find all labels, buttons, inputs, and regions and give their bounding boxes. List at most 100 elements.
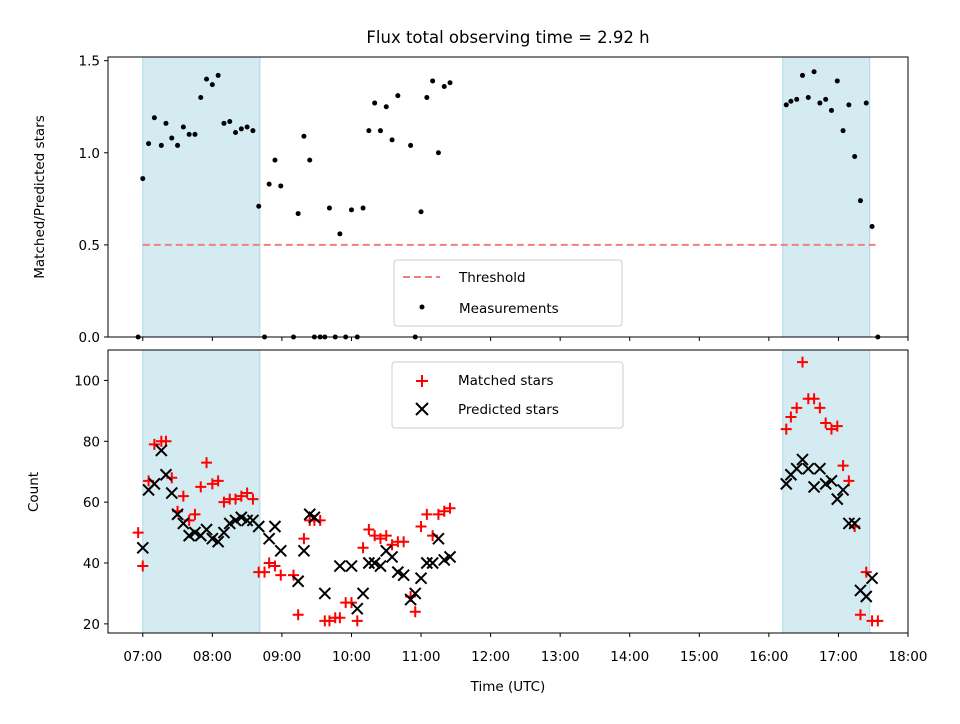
predicted-star-point	[268, 520, 282, 533]
matched-star-point	[386, 539, 398, 551]
predicted-star-point	[819, 477, 832, 491]
measurement-point	[857, 198, 863, 204]
matched-star-point	[843, 475, 855, 487]
predicted-star-point	[229, 514, 242, 527]
matched-star-point	[363, 524, 375, 536]
measurement-point	[163, 120, 169, 126]
bottom-legend-box	[391, 361, 624, 429]
x-tick-label: 11:00	[402, 649, 441, 665]
matched-star-point	[791, 402, 803, 414]
matched-star-point	[323, 615, 335, 627]
matched-star-point	[438, 505, 450, 517]
predicted-star-point	[188, 526, 202, 539]
matched-star-point	[230, 493, 242, 505]
matched-star-point	[415, 520, 427, 532]
matched-star-point	[831, 420, 843, 432]
matched-star-point	[206, 478, 218, 490]
top-xticks	[142, 337, 909, 341]
measurement-point	[383, 104, 389, 110]
measurement-point	[256, 203, 262, 209]
legend-predicted-label: Predicted stars	[458, 402, 559, 418]
measurement-point	[151, 115, 157, 121]
legend-measurements-label: Measurements	[459, 301, 559, 317]
predicted-star-point	[420, 556, 434, 570]
predicted-star-point	[414, 572, 428, 585]
x-tick-label: 08:00	[193, 649, 232, 665]
measurement-point	[227, 118, 233, 124]
measurement-point	[204, 76, 210, 82]
measurement-point	[430, 78, 436, 84]
measurement-point	[783, 102, 789, 108]
measurement-point	[817, 100, 823, 106]
predicted-star-point	[345, 559, 358, 573]
predicted-star-point	[374, 559, 387, 573]
measurement-point	[233, 130, 239, 136]
matched-star-point	[334, 612, 346, 624]
y-tick-label: 80	[83, 434, 100, 450]
predicted-star-point	[223, 517, 236, 530]
measurement-point	[266, 181, 272, 187]
matched-star-point	[137, 560, 149, 572]
predicted-star-point	[362, 556, 376, 570]
predicted-star-point	[165, 486, 178, 500]
measurement-point	[146, 141, 152, 147]
predicted-star-point	[252, 520, 265, 533]
measurement-point	[186, 131, 192, 137]
predicted-star-point	[432, 532, 445, 545]
matched-star-point	[398, 536, 410, 548]
predicted-star-point	[171, 508, 184, 521]
predicted-star-point	[200, 523, 213, 536]
measurement-point	[372, 100, 378, 106]
measurement-point	[823, 96, 829, 102]
matched-star-point	[380, 530, 392, 542]
measurement-point	[788, 98, 794, 104]
matched-star-point	[241, 487, 253, 499]
y-tick-label: 20	[83, 617, 100, 633]
matched-star-point	[814, 402, 826, 414]
measurement-point	[366, 128, 372, 134]
predicted-star-point	[235, 511, 248, 524]
x-tick-label: 12:00	[471, 649, 510, 665]
measurement-point	[307, 157, 313, 163]
measurement-point	[828, 107, 834, 113]
legend-measurements-swatch	[419, 304, 425, 310]
measurement-point	[447, 80, 453, 86]
top-points	[135, 69, 881, 340]
measurement-point	[799, 72, 805, 78]
legend-matched-swatch	[416, 375, 428, 387]
measurement-point	[215, 72, 221, 78]
measurement-point	[869, 223, 875, 229]
legend-threshold-label: Threshold	[458, 270, 526, 286]
x-tick-label: 10:00	[332, 649, 371, 665]
predicted-star-point	[813, 462, 827, 475]
predicted-star-point	[825, 474, 838, 488]
top-axes-frame	[107, 56, 909, 338]
predicted-star-point	[351, 602, 364, 615]
predicted-star-point	[865, 572, 879, 585]
measurement-point	[198, 95, 204, 101]
predicted-star-point	[291, 575, 305, 588]
predicted-star-point	[177, 517, 190, 530]
measurement-point	[337, 231, 343, 237]
chart-title: Flux total observing time = 2.92 h	[366, 28, 649, 47]
matched-star-point	[808, 393, 820, 405]
matched-star-point	[872, 615, 884, 627]
highlight-span	[142, 56, 261, 338]
x-tick-label: 18:00	[889, 649, 928, 665]
predicted-star-point	[391, 565, 405, 579]
predicted-star-point	[443, 550, 457, 564]
x-tick-label: 17:00	[819, 649, 858, 665]
predicted-star-point	[860, 590, 873, 603]
x-tick-label: 14:00	[610, 649, 649, 665]
predicted-star-point	[136, 541, 149, 555]
predicted-star-point	[368, 556, 381, 570]
measurement-point	[295, 211, 301, 217]
matched-star-point	[820, 417, 832, 429]
measurement-point	[811, 69, 817, 75]
predicted-star-point	[274, 544, 287, 558]
matched-star-point	[837, 460, 849, 472]
x-tick-label: 16:00	[749, 649, 788, 665]
top-yticks: 0.0 0.5 1.0 1.5	[79, 54, 108, 346]
matched-star-point	[854, 609, 866, 621]
